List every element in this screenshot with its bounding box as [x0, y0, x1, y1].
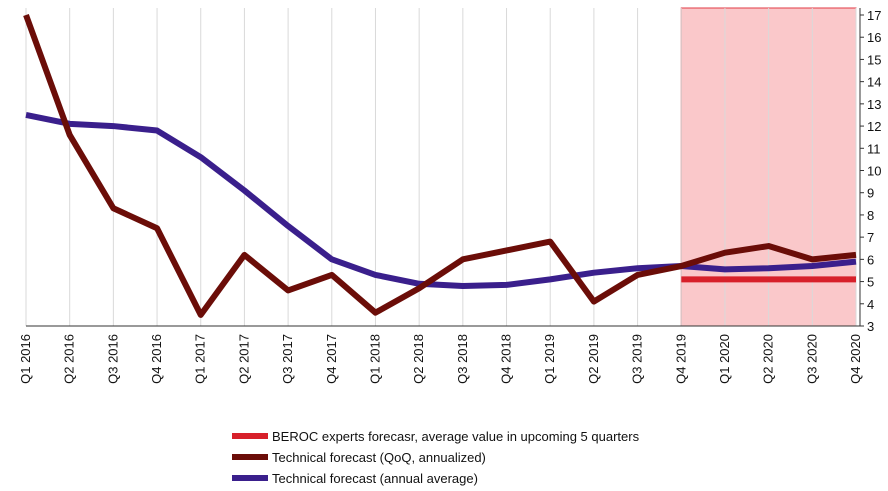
y-tick-label: 8	[867, 208, 874, 223]
x-tick-label: Q3 2017	[280, 334, 295, 384]
x-tick-label: Q3 2019	[630, 334, 645, 384]
y-tick-label: 12	[867, 119, 881, 134]
y-tick-label: 11	[867, 141, 881, 156]
y-tick-label: 6	[867, 252, 874, 267]
y-tick-label: 13	[867, 97, 881, 112]
y-tick-label: 7	[867, 230, 874, 245]
x-tick-label: Q1 2018	[367, 334, 382, 384]
y-tick-label: 15	[867, 52, 881, 67]
x-tick-label: Q4 2018	[499, 334, 514, 384]
x-tick-label: Q4 2019	[673, 334, 688, 384]
x-tick-label: Q4 2017	[324, 334, 339, 384]
x-tick-label: Q3 2016	[105, 334, 120, 384]
y-tick-label: 16	[867, 30, 881, 45]
y-tick-label: 14	[867, 75, 881, 90]
series-line	[25, 112, 857, 290]
y-tick-label: 10	[867, 164, 881, 179]
y-tick-label: 5	[867, 275, 874, 290]
x-tick-label: Q3 2020	[804, 334, 819, 384]
y-tick-label: 4	[867, 297, 874, 312]
y-tick-label: 17	[867, 8, 881, 23]
x-tick-label: Q1 2019	[542, 334, 557, 384]
series-line	[23, 13, 857, 318]
x-tick-label: Q2 2017	[236, 334, 251, 384]
x-tick-label: Q2 2020	[761, 334, 776, 384]
legend-label: Technical forecast (annual average)	[272, 471, 478, 486]
legend-label: BEROC experts forecasr, average value in…	[272, 429, 640, 444]
y-tick-label: 9	[867, 186, 874, 201]
x-tick-label: Q2 2018	[411, 334, 426, 384]
x-tick-label: Q4 2020	[848, 334, 863, 384]
x-tick-label: Q3 2018	[455, 334, 470, 384]
x-tick-label: Q1 2020	[717, 334, 732, 384]
x-tick-label: Q4 2016	[149, 334, 164, 384]
x-tick-label: Q1 2017	[193, 334, 208, 384]
x-tick-label: Q2 2019	[586, 334, 601, 384]
legend-label: Technical forecast (QoQ, annualized)	[272, 450, 486, 465]
x-tick-label: Q2 2016	[62, 334, 77, 384]
x-tick-label: Q1 2016	[18, 334, 33, 384]
y-tick-label: 3	[867, 319, 874, 334]
